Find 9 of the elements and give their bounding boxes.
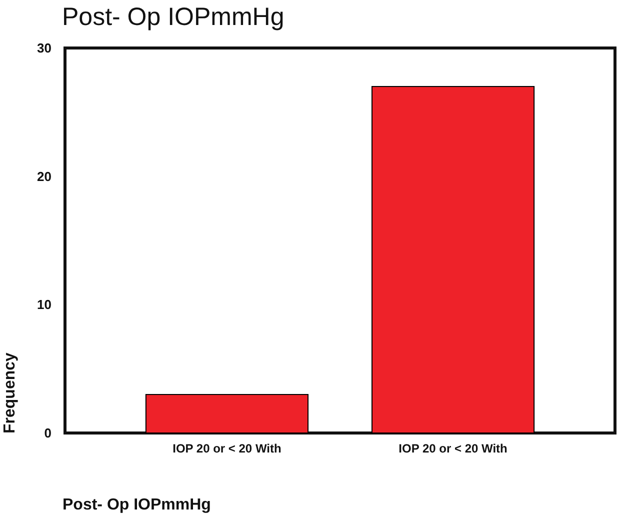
y-tick-label: 0 <box>44 426 52 440</box>
y-tick-label: 30 <box>37 40 52 56</box>
x-tick-label: IOP 20 or < 20 With <box>172 442 282 456</box>
y-axis-title: Frequency <box>2 352 18 434</box>
chart-title: Post- Op IOPmmHg <box>62 3 284 31</box>
y-tick-label: 10 <box>37 297 52 312</box>
y-tick-label: 20 <box>37 168 52 184</box>
x-axis-title: Post- Op IOPmmHg <box>62 496 211 514</box>
x-tick-label: IOP 20 or < 20 With <box>398 442 508 456</box>
